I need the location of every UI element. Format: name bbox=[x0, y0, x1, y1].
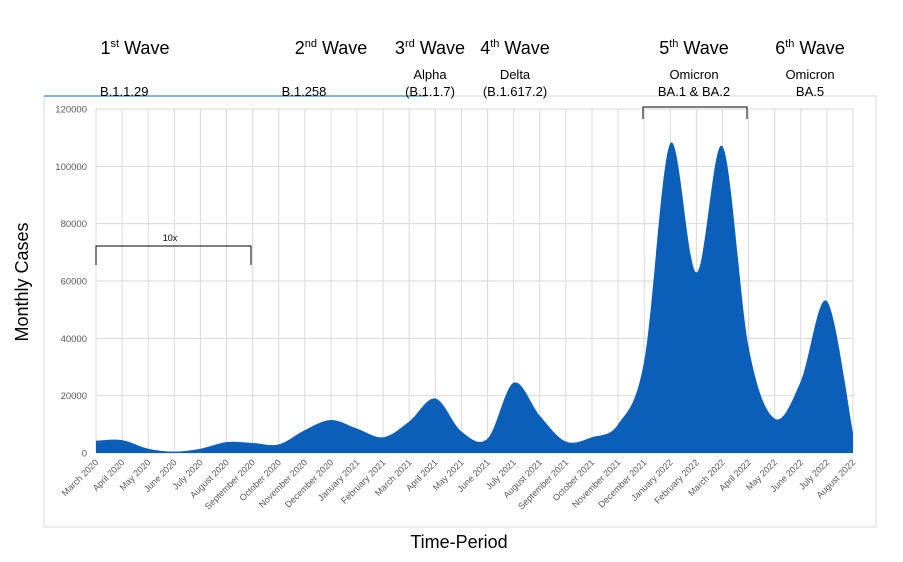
wave-variant-label: (B.1.1.7) bbox=[405, 84, 455, 99]
wave-variant-label: Alpha bbox=[413, 67, 447, 82]
wave-variant-label: Omicron bbox=[785, 67, 834, 82]
omicron-bracket bbox=[642, 106, 748, 119]
chart-frame bbox=[43, 95, 877, 528]
y-axis-title: Monthly Cases bbox=[12, 222, 32, 341]
y-tick-label: 0 bbox=[82, 449, 87, 460]
wave-title: 2nd Wave bbox=[295, 38, 368, 58]
x-tick-label: March 2020 bbox=[60, 457, 101, 498]
wave-title: 3rd Wave bbox=[395, 38, 465, 58]
y-tick-label: 40000 bbox=[61, 334, 87, 345]
wave-title: 4th Wave bbox=[480, 38, 550, 58]
y-tick-label: 100000 bbox=[55, 162, 87, 173]
wave-variant-label: B.1.1.29 bbox=[100, 84, 148, 99]
y-tick-label: 80000 bbox=[61, 219, 87, 230]
brackets: 10x bbox=[95, 106, 748, 265]
monthly-cases-area bbox=[96, 142, 853, 453]
wave-title: 6th Wave bbox=[775, 38, 845, 58]
wave-annotations: 1st Wave B.1.1.29 2nd Wave B.1.258 3rd Wave A… bbox=[100, 38, 845, 99]
wave-variant-label: Omicron bbox=[669, 67, 718, 82]
wave-variant-label: B.1.258 bbox=[282, 84, 327, 99]
y-axis-ticks: 0 20000 40000 60000 80000 100000 120000 bbox=[55, 105, 87, 460]
area-layer bbox=[96, 142, 853, 453]
y-tick-label: 20000 bbox=[61, 391, 87, 402]
wave-variant-label: (B.1.617.2) bbox=[483, 84, 547, 99]
scale-note: 10x bbox=[163, 233, 178, 243]
y-tick-label: 60000 bbox=[61, 277, 87, 288]
wave-variant-label: Delta bbox=[500, 67, 531, 82]
wave-variant-label: BA.5 bbox=[796, 84, 824, 99]
wave-title: 1st Wave bbox=[101, 38, 170, 58]
wave-variant-label: BA.1 & BA.2 bbox=[658, 84, 730, 99]
x-axis-title: Time-Period bbox=[410, 532, 507, 552]
y-tick-label: 120000 bbox=[55, 105, 87, 116]
scale-bracket bbox=[95, 245, 252, 265]
wave-title: 5th Wave bbox=[659, 38, 729, 58]
